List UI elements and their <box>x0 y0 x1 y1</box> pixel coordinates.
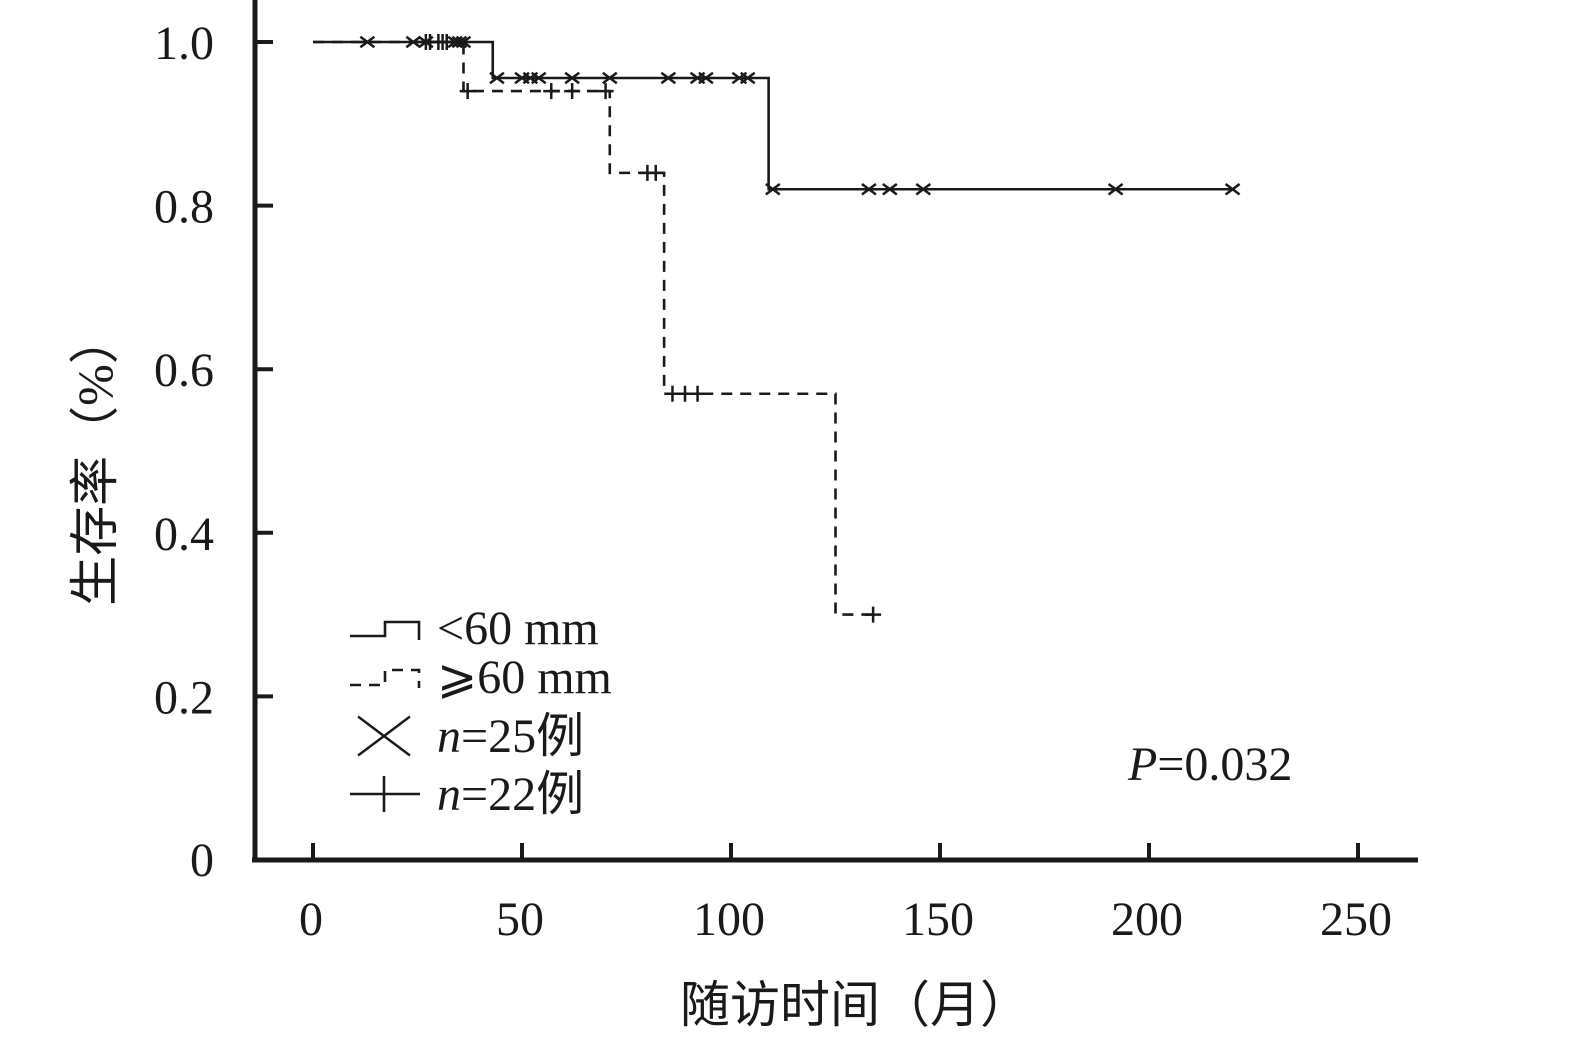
legend-label: <60 mm <box>437 602 599 655</box>
censor-plus-marker <box>647 164 664 181</box>
censor-plus-marker <box>543 83 560 100</box>
censor-x-marker <box>861 182 877 196</box>
y-tick-label: 0.6 <box>154 344 214 397</box>
y-axis-label: 生存率（%） <box>67 314 123 606</box>
censor-plus-marker <box>459 83 476 100</box>
legend-label: ⩾60 mm <box>437 651 612 704</box>
censor-x-marker <box>602 71 618 85</box>
censor-plus-marker <box>689 385 706 402</box>
p-value-annotation: P=0.032 <box>1127 738 1292 791</box>
legend-label-rest: =22例 <box>461 768 584 821</box>
legend-label: n=25例 <box>437 710 584 763</box>
p-value-italic: P <box>1127 738 1157 791</box>
y-tick-label: 0.2 <box>154 671 214 724</box>
x-tick-label: 0 <box>299 893 323 946</box>
y-tick-label: 0.8 <box>154 181 214 234</box>
p-value-rest: =0.032 <box>1157 738 1292 791</box>
legend-item-2: ⩾60 mm <box>350 651 612 704</box>
x-tick-label: 200 <box>1111 893 1183 946</box>
y-tick-label: 1.0 <box>154 17 214 70</box>
censor-x-marker <box>660 71 677 85</box>
censor-x-marker <box>698 71 714 85</box>
legend-label-italic: n <box>437 710 461 763</box>
censor-plus-marker <box>865 606 882 623</box>
x-tick-label: 250 <box>1320 893 1392 946</box>
censor-x-marker <box>455 35 472 49</box>
x-axis-label: 随访时间（月） <box>680 977 1030 1033</box>
censor-x-marker <box>915 182 932 196</box>
legend-label: n=22例 <box>437 768 584 821</box>
legend-label-rest: =25例 <box>461 710 584 763</box>
censor-x-marker <box>357 715 411 757</box>
x-tick-label: 50 <box>496 893 544 946</box>
x-tick-label: 150 <box>902 893 974 946</box>
censor-plus-marker <box>597 83 614 100</box>
series-line-1 <box>313 40 1233 191</box>
censor-x-marker <box>359 35 376 49</box>
series-1 <box>313 35 1241 196</box>
legend-item-3: n=25例 <box>357 710 584 763</box>
censor-x-marker <box>564 71 580 85</box>
axes: 0 0.2 0.4 0.6 0.8 1.0 0 50 100 150 200 250 <box>154 0 1418 946</box>
censor-x-marker <box>530 71 547 85</box>
series-2 <box>313 34 882 623</box>
series-layer <box>313 34 1241 623</box>
legend-swatch-solid <box>350 620 421 640</box>
series-line-2 <box>313 40 878 616</box>
x-tick-label: 100 <box>693 893 765 946</box>
censor-x-marker <box>1224 182 1241 196</box>
censor-x-marker <box>882 182 898 196</box>
censor-x-marker <box>489 71 505 85</box>
y-tick-label: 0.4 <box>154 508 214 561</box>
legend-swatch-dashed <box>350 668 421 688</box>
censor-plus-marker <box>438 34 455 50</box>
censor-x-marker <box>1107 182 1124 196</box>
censor-plus-marker <box>564 83 581 100</box>
legend-item-1: <60 mm <box>350 602 599 655</box>
censor-x-marker <box>739 71 756 85</box>
censor-x-marker <box>765 182 781 196</box>
legend-item-4: n=22例 <box>350 768 584 821</box>
legend-label-italic: n <box>437 768 461 821</box>
y-tick-label: 0 <box>190 834 214 887</box>
